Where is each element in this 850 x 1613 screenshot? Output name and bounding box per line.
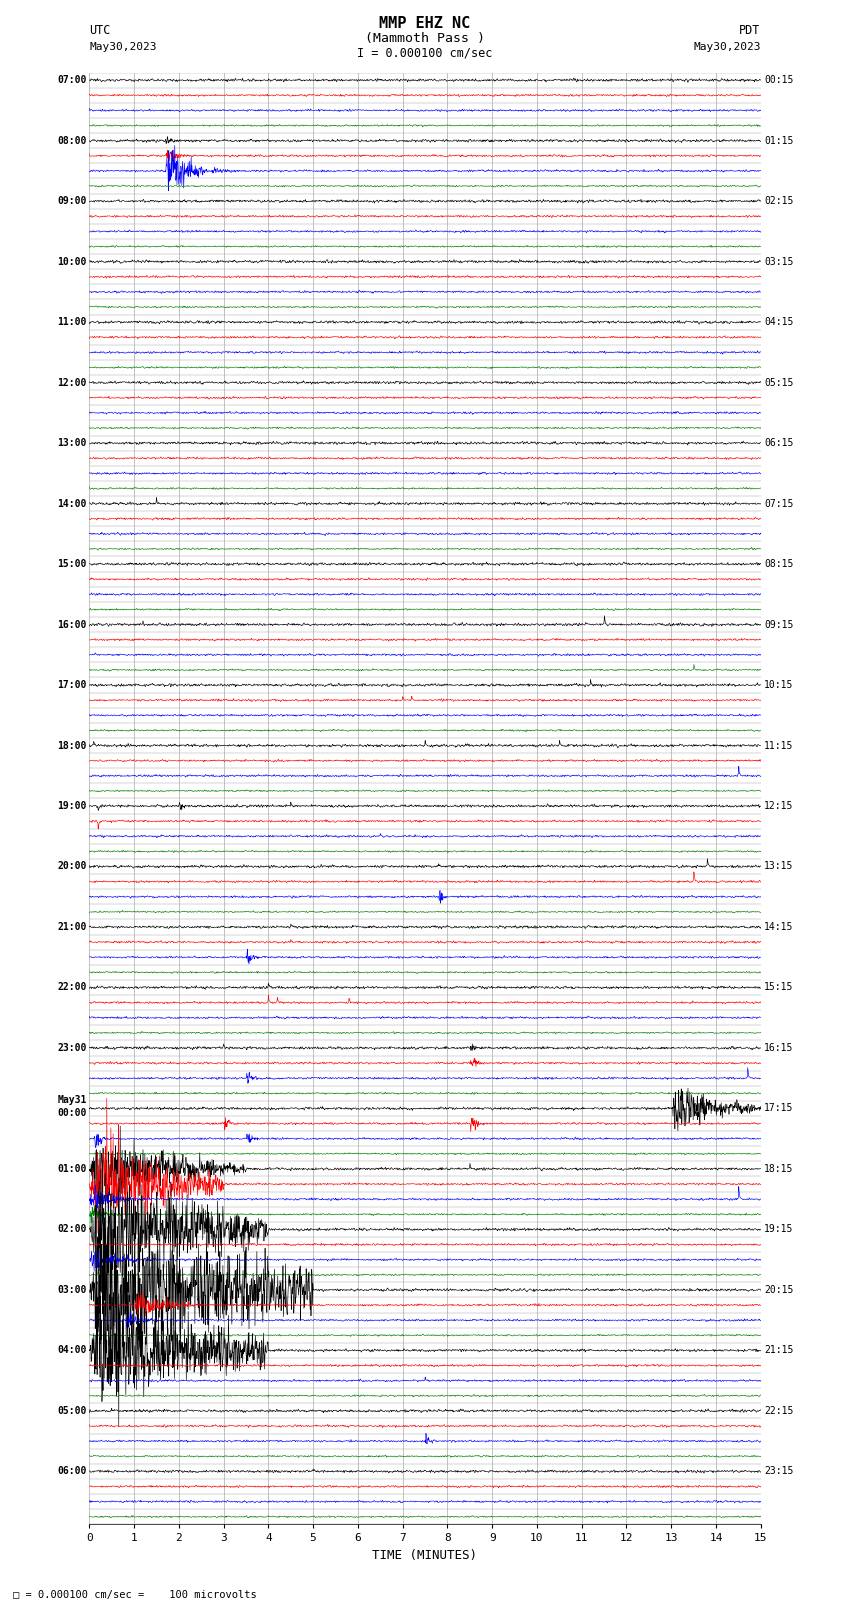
Text: 13:15: 13:15	[764, 861, 794, 871]
Text: 11:15: 11:15	[764, 740, 794, 750]
Text: 13:00: 13:00	[57, 439, 87, 448]
Text: 00:15: 00:15	[764, 76, 794, 85]
Text: 19:15: 19:15	[764, 1224, 794, 1234]
X-axis label: TIME (MINUTES): TIME (MINUTES)	[372, 1548, 478, 1561]
Text: 06:00: 06:00	[57, 1466, 87, 1476]
Text: 04:00: 04:00	[57, 1345, 87, 1355]
Text: MMP EHZ NC: MMP EHZ NC	[379, 16, 471, 31]
Text: 08:15: 08:15	[764, 560, 794, 569]
Text: 03:15: 03:15	[764, 256, 794, 266]
Text: 20:00: 20:00	[57, 861, 87, 871]
Text: □ = 0.000100 cm/sec =    100 microvolts: □ = 0.000100 cm/sec = 100 microvolts	[13, 1590, 257, 1600]
Text: 22:15: 22:15	[764, 1407, 794, 1416]
Text: I = 0.000100 cm/sec: I = 0.000100 cm/sec	[357, 47, 493, 60]
Text: 05:00: 05:00	[57, 1407, 87, 1416]
Text: 18:15: 18:15	[764, 1165, 794, 1174]
Text: 02:15: 02:15	[764, 197, 794, 206]
Text: 21:15: 21:15	[764, 1345, 794, 1355]
Text: 19:00: 19:00	[57, 802, 87, 811]
Text: (Mammoth Pass ): (Mammoth Pass )	[365, 32, 485, 45]
Text: 15:15: 15:15	[764, 982, 794, 992]
Text: 16:15: 16:15	[764, 1044, 794, 1053]
Text: 07:00: 07:00	[57, 76, 87, 85]
Text: 15:00: 15:00	[57, 560, 87, 569]
Text: 21:00: 21:00	[57, 923, 87, 932]
Text: UTC: UTC	[89, 24, 110, 37]
Text: 20:15: 20:15	[764, 1286, 794, 1295]
Text: 10:15: 10:15	[764, 681, 794, 690]
Text: 23:00: 23:00	[57, 1044, 87, 1053]
Text: 22:00: 22:00	[57, 982, 87, 992]
Text: PDT: PDT	[740, 24, 761, 37]
Text: 08:00: 08:00	[57, 135, 87, 145]
Text: 09:15: 09:15	[764, 619, 794, 629]
Text: 05:15: 05:15	[764, 377, 794, 387]
Text: 01:00: 01:00	[57, 1165, 87, 1174]
Text: 17:00: 17:00	[57, 681, 87, 690]
Text: 12:15: 12:15	[764, 802, 794, 811]
Text: 11:00: 11:00	[57, 318, 87, 327]
Text: 14:00: 14:00	[57, 498, 87, 508]
Text: 16:00: 16:00	[57, 619, 87, 629]
Text: 23:15: 23:15	[764, 1466, 794, 1476]
Text: 07:15: 07:15	[764, 498, 794, 508]
Text: 17:15: 17:15	[764, 1103, 794, 1113]
Text: 03:00: 03:00	[57, 1286, 87, 1295]
Text: 14:15: 14:15	[764, 923, 794, 932]
Text: May31: May31	[57, 1095, 87, 1105]
Text: May30,2023: May30,2023	[89, 42, 156, 52]
Text: 12:00: 12:00	[57, 377, 87, 387]
Text: 06:15: 06:15	[764, 439, 794, 448]
Text: 18:00: 18:00	[57, 740, 87, 750]
Text: 04:15: 04:15	[764, 318, 794, 327]
Text: 01:15: 01:15	[764, 135, 794, 145]
Text: May30,2023: May30,2023	[694, 42, 761, 52]
Text: 10:00: 10:00	[57, 256, 87, 266]
Text: 02:00: 02:00	[57, 1224, 87, 1234]
Text: 00:00: 00:00	[57, 1108, 87, 1118]
Text: 09:00: 09:00	[57, 197, 87, 206]
